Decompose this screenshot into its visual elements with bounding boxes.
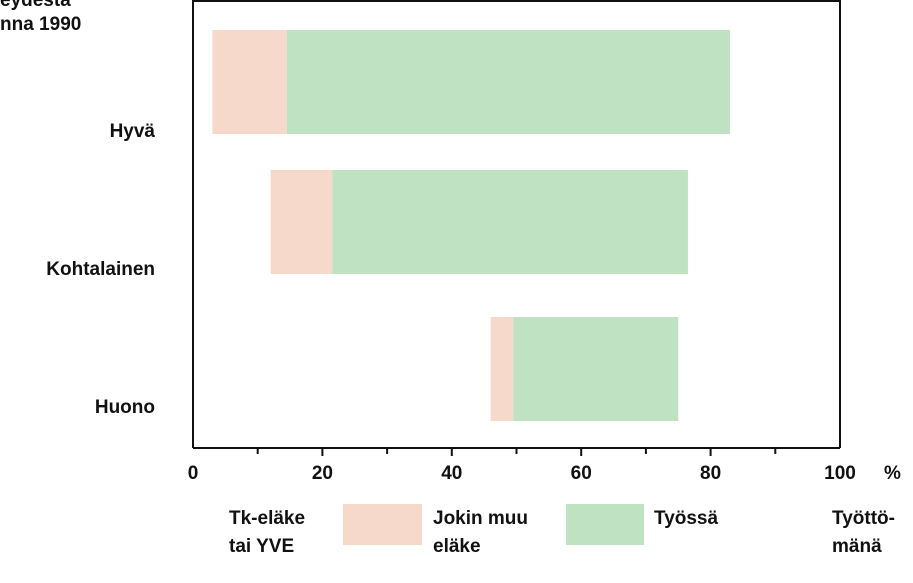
- x-tick-label: 20: [312, 463, 333, 484]
- x-tick-label: 100: [824, 463, 856, 484]
- x-tick-label: 60: [571, 463, 592, 484]
- x-tick-label: 0: [188, 463, 199, 484]
- legend-label-2-line-2: eläke: [433, 536, 481, 557]
- bar-2-2: [270, 170, 333, 274]
- x-unit-label: %: [884, 463, 901, 484]
- legend-label-1-line-1: Tk-eläke: [229, 508, 305, 529]
- x-tick-label: 80: [700, 463, 721, 484]
- chart-title-line-1: eydestä: [0, 0, 71, 11]
- bar-3-1: [286, 30, 731, 134]
- legend-swatch-3: [566, 504, 644, 545]
- legend-label-4-line-1: Työttö-: [832, 508, 895, 529]
- category-label-1: Hyvä: [110, 121, 156, 142]
- category-label-2: Kohtalainen: [46, 259, 155, 280]
- category-label-3: Huono: [95, 397, 155, 418]
- legend-label-1-line-2: tai YVE: [229, 536, 294, 557]
- legend-label-4-line-2: mänä: [832, 536, 882, 557]
- legend-label-2-line-1: Jokin muu: [433, 508, 528, 529]
- bar-2-3: [490, 317, 514, 421]
- legend-swatch-2: [343, 504, 422, 545]
- chart-title-line-2: nna 1990: [0, 14, 82, 35]
- bar-2-1: [212, 30, 287, 134]
- x-tick-label: 40: [441, 463, 462, 484]
- bar-3-3: [513, 317, 679, 421]
- bar-3-2: [332, 170, 688, 274]
- legend-label-3-line-1: Työssä: [654, 508, 719, 529]
